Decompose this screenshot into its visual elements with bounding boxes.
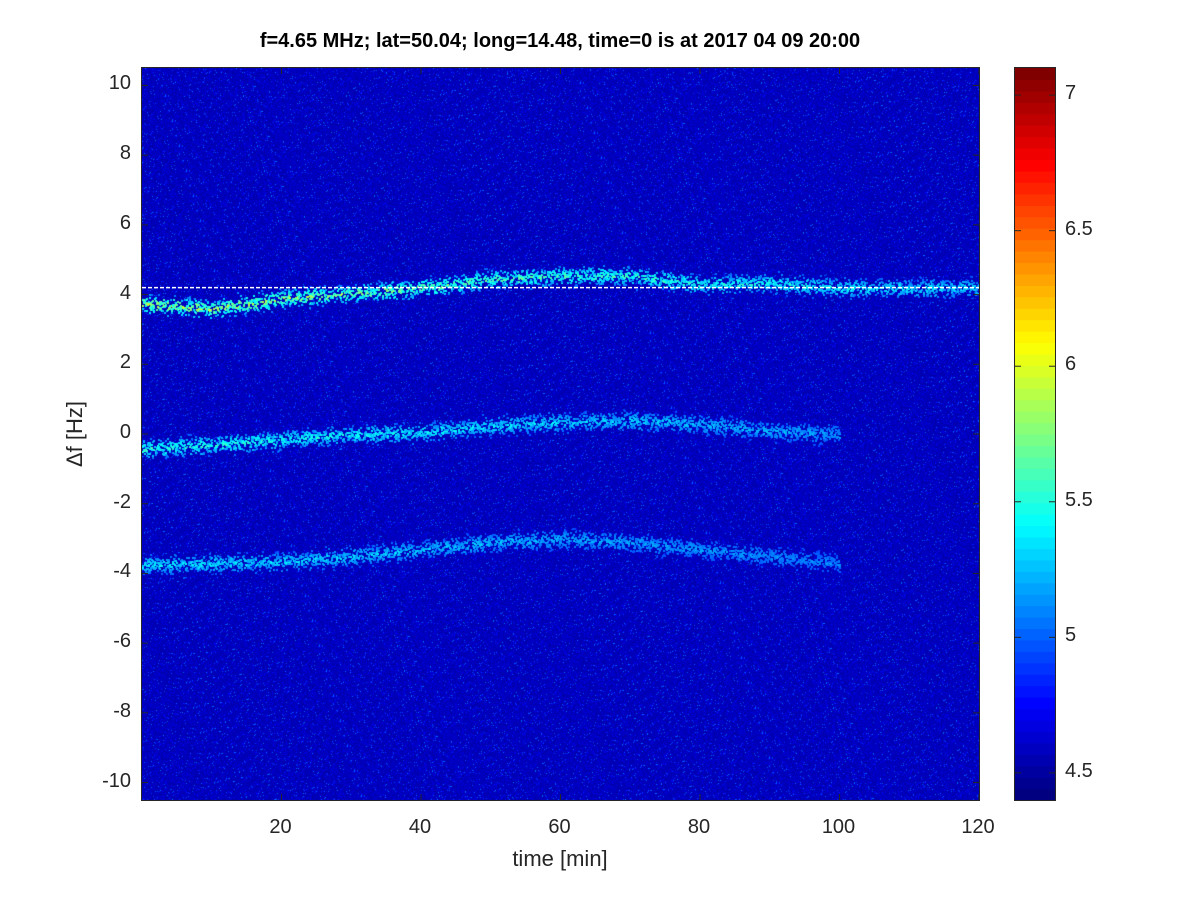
colorbar-gradient [1015, 68, 1055, 800]
x-tick-label: 120 [961, 816, 995, 838]
colorbar-band [1015, 170, 1055, 183]
colorbar-band [1015, 182, 1055, 195]
colorbar-band [1015, 262, 1055, 275]
colorbar-band [1015, 651, 1055, 664]
colorbar-band [1015, 422, 1055, 435]
colorbar-band [1015, 445, 1055, 458]
x-tick-label: 100 [821, 816, 856, 838]
colorbar-band [1015, 205, 1055, 218]
colorbar-band [1015, 331, 1055, 344]
x-axis-label: time [min] [512, 846, 608, 871]
x-tick-label: 20 [269, 816, 292, 838]
colorbar-tick-label: 5 [1065, 624, 1077, 647]
colorbar-band [1015, 605, 1055, 618]
colorbar-band [1015, 399, 1055, 412]
y-tick-label: 2 [119, 351, 131, 374]
y-tick-label: 0 [119, 421, 131, 443]
colorbar-band [1015, 308, 1055, 321]
x-tick-label: 60 [548, 816, 571, 838]
colorbar-band [1015, 468, 1055, 481]
colorbar-band [1015, 479, 1055, 492]
y-tick-label: -2 [113, 490, 131, 513]
colorbar-band [1015, 754, 1055, 767]
colorbar-band [1015, 628, 1055, 641]
x-tick-label: 40 [408, 816, 432, 838]
colorbar-tick-label: 6 [1065, 353, 1077, 376]
colorbar-tick-label: 4.5 [1065, 759, 1093, 782]
y-tick-label: -10 [102, 769, 131, 792]
colorbar-band [1015, 216, 1055, 229]
colorbar-band [1015, 548, 1055, 561]
colorbar-band [1015, 273, 1055, 286]
colorbar-band [1015, 617, 1055, 630]
colorbar-band [1015, 662, 1055, 675]
colorbar-band [1015, 777, 1055, 790]
colorbar-band [1015, 365, 1055, 378]
x-tick-label: 80 [687, 816, 711, 838]
colorbar-band [1015, 376, 1055, 389]
colorbar-band [1015, 239, 1055, 252]
colorbar [1014, 67, 1056, 801]
colorbar-band [1015, 251, 1055, 264]
y-tick-label: -8 [113, 699, 131, 722]
colorbar-band [1015, 514, 1055, 527]
spectrogram-plot-area [141, 67, 980, 801]
y-tick-label: 10 [108, 72, 131, 95]
colorbar-band [1015, 148, 1055, 161]
colorbar-band [1015, 456, 1055, 469]
colorbar-band [1015, 388, 1055, 401]
colorbar-band [1015, 102, 1055, 115]
y-tick-label: 4 [119, 281, 131, 304]
colorbar-band [1015, 159, 1055, 172]
colorbar-band [1015, 525, 1055, 538]
y-tick-label: 8 [119, 142, 131, 165]
colorbar-tick-label: 7 [1065, 82, 1077, 105]
colorbar-band [1015, 193, 1055, 206]
colorbar-band [1015, 571, 1055, 584]
colorbar-band [1015, 125, 1055, 138]
colorbar-band [1015, 90, 1055, 103]
colorbar-band [1015, 434, 1055, 447]
colorbar-band [1015, 285, 1055, 298]
colorbar-band [1015, 765, 1055, 778]
colorbar-tick-label: 5.5 [1065, 488, 1093, 511]
colorbar-band [1015, 79, 1055, 92]
colorbar-band [1015, 296, 1055, 309]
chart-title: f=4.65 MHz; lat=50.04; long=14.48, time=… [259, 30, 861, 52]
colorbar-band [1015, 353, 1055, 366]
colorbar-band [1015, 708, 1055, 721]
spectrogram-heatmap [142, 68, 979, 800]
y-tick-label: 6 [119, 211, 131, 234]
colorbar-band [1015, 228, 1055, 241]
colorbar-band [1015, 639, 1055, 652]
colorbar-band [1015, 674, 1055, 687]
colorbar-band [1015, 719, 1055, 732]
colorbar-band [1015, 559, 1055, 572]
colorbar-band [1015, 685, 1055, 698]
colorbar-tick-label: 6.5 [1065, 217, 1093, 240]
colorbar-band [1015, 411, 1055, 424]
colorbar-band [1015, 582, 1055, 595]
colorbar-band [1015, 491, 1055, 504]
colorbar-band [1015, 536, 1055, 549]
reference-line-layer [142, 68, 979, 800]
colorbar-band [1015, 594, 1055, 607]
colorbar-band [1015, 731, 1055, 744]
colorbar-band [1015, 502, 1055, 515]
colorbar-band [1015, 742, 1055, 755]
colorbar-band [1015, 697, 1055, 710]
colorbar-band [1015, 113, 1055, 126]
colorbar-band [1015, 319, 1055, 332]
y-axis-label: Δf [Hz] [62, 400, 87, 468]
colorbar-band [1015, 342, 1055, 355]
y-tick-label: -4 [113, 560, 131, 583]
colorbar-band [1015, 68, 1055, 81]
colorbar-band [1015, 136, 1055, 149]
colorbar-band [1015, 788, 1055, 800]
y-tick-label: -6 [113, 630, 131, 653]
